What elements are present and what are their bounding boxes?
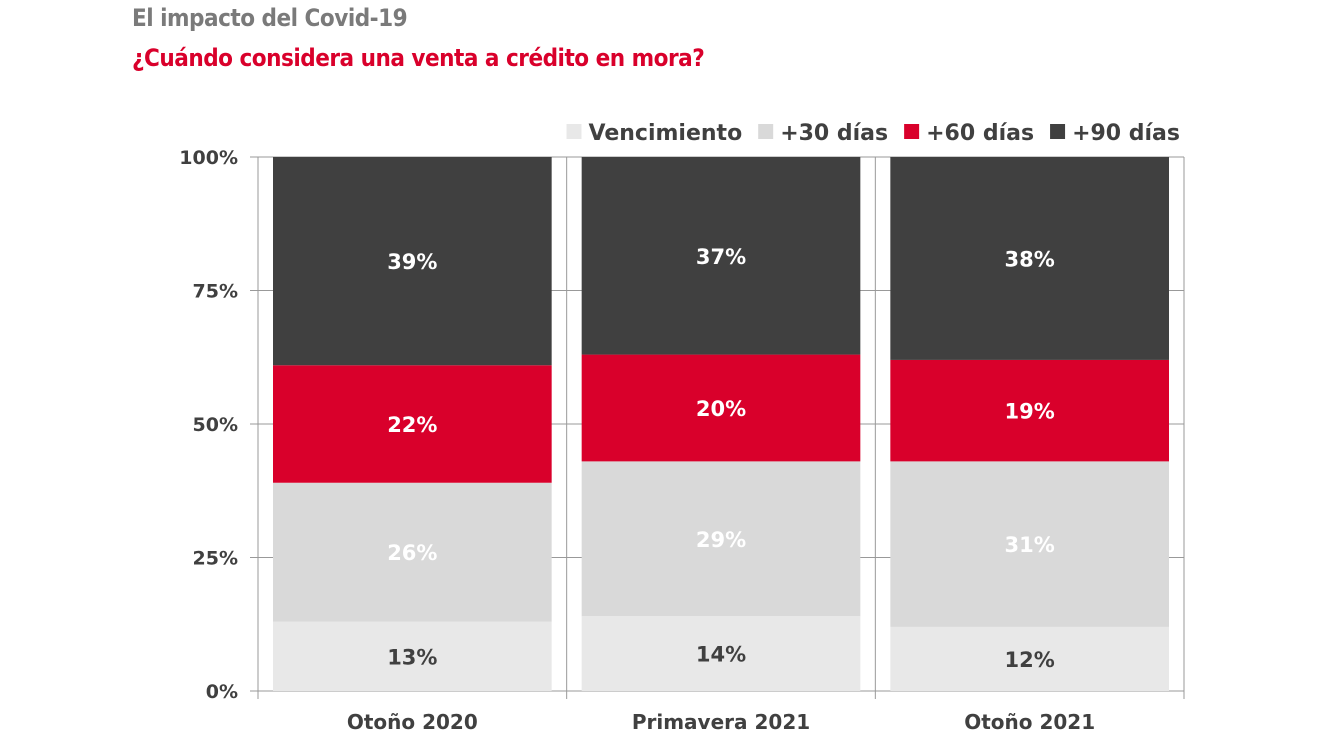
bar-segment (581, 461, 861, 617)
y-tick-label: 25% (193, 548, 238, 570)
legend-swatch (1050, 124, 1066, 139)
data-label: 38% (1005, 247, 1055, 271)
bar-segment (581, 616, 861, 691)
bar-segment (890, 461, 1169, 627)
legend-swatch (758, 124, 774, 139)
data-label: 13% (387, 645, 437, 669)
y-tick-label: 75% (193, 281, 238, 303)
y-tick-label: 0% (206, 681, 238, 703)
chart-subtitle: ¿Cuándo considera una venta a crédito en… (132, 44, 705, 72)
legend-label: +90 días (1072, 121, 1180, 146)
data-label: 12% (1005, 648, 1055, 672)
x-tick-label: Otoño 2021 (964, 710, 1095, 734)
x-tick-label: Otoño 2020 (347, 710, 478, 734)
data-label: 19% (1005, 400, 1055, 424)
legend-swatch (566, 124, 582, 139)
data-label: 29% (696, 528, 746, 552)
data-label: 39% (387, 250, 437, 274)
legend-swatch (904, 124, 920, 139)
bar-segment (273, 482, 552, 622)
legend-label: Vencimiento (589, 121, 743, 146)
x-tick-label: Primavera 2021 (632, 710, 810, 734)
data-label: 37% (696, 245, 746, 269)
legend-label: +30 días (780, 121, 888, 146)
bar-segment (890, 626, 1169, 691)
bar-segment (273, 365, 552, 483)
bar-segment (890, 359, 1169, 462)
bar-segment (273, 157, 552, 366)
data-label: 20% (696, 397, 746, 421)
data-label: 26% (387, 541, 437, 565)
data-label: 31% (1005, 533, 1055, 557)
bar-segment (273, 621, 552, 691)
bar-segment (890, 157, 1169, 360)
legend-label: +60 días (926, 121, 1034, 146)
bar-segment (581, 157, 861, 355)
y-tick-label: 50% (193, 414, 238, 436)
data-label: 14% (696, 643, 746, 667)
bar-segment (581, 354, 861, 462)
y-tick-label: 100% (179, 147, 238, 169)
chart-title: El impacto del Covid-19 (132, 4, 408, 32)
data-label: 22% (387, 413, 437, 437)
